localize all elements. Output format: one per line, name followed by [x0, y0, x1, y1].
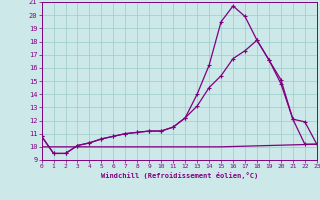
X-axis label: Windchill (Refroidissement éolien,°C): Windchill (Refroidissement éolien,°C) — [100, 172, 258, 179]
